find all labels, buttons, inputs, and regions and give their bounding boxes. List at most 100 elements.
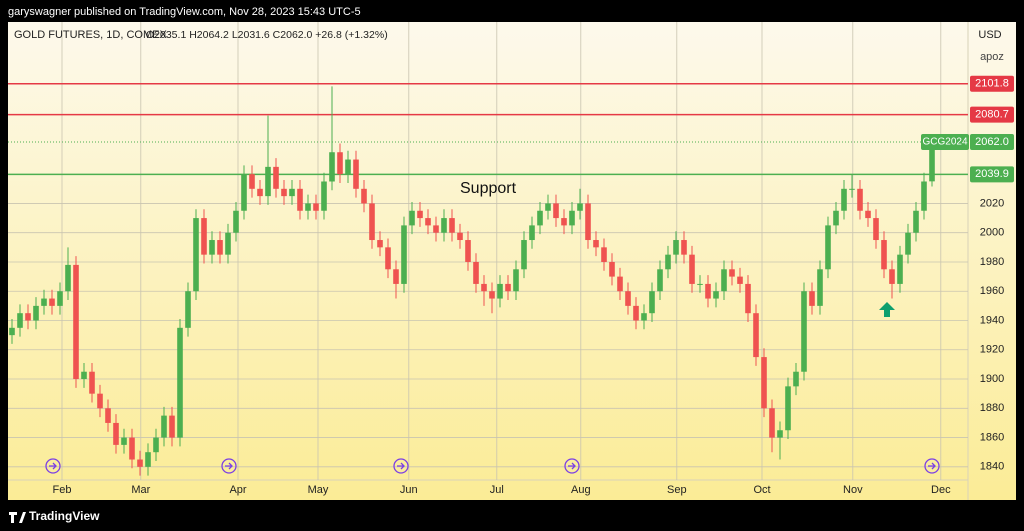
y-tick-label: 2000 xyxy=(980,227,1004,239)
candle-body xyxy=(921,181,927,211)
brand: TradingView xyxy=(29,509,100,523)
event-icons xyxy=(45,458,940,474)
candle-body xyxy=(41,298,47,306)
candle-body xyxy=(793,371,799,387)
level-label: 2080.7 xyxy=(975,109,1009,121)
candle-body xyxy=(329,152,335,182)
candle-body xyxy=(9,327,15,336)
candle-body xyxy=(241,174,247,211)
candle-body xyxy=(761,357,767,409)
candle-body xyxy=(217,240,223,255)
x-tick-label: May xyxy=(308,484,329,496)
level-badge xyxy=(970,106,1014,123)
y-tick-label: 1960 xyxy=(980,285,1004,297)
candle-body xyxy=(185,291,191,328)
candle-body xyxy=(705,283,711,299)
candle-body xyxy=(897,254,903,284)
candle-body xyxy=(841,188,847,211)
candle-body xyxy=(17,313,23,328)
candle-body xyxy=(649,291,655,314)
chart-background xyxy=(8,22,1016,500)
x-tick-label: Jul xyxy=(490,484,504,496)
candle-body xyxy=(233,210,239,233)
y-tick-label: 1940 xyxy=(980,314,1004,326)
y-tick-label: 1840 xyxy=(980,461,1004,473)
candle-body xyxy=(153,437,159,453)
last-price-label: 2062.0 xyxy=(975,136,1009,148)
y-tick-label: 2020 xyxy=(980,197,1004,209)
candle-body xyxy=(193,218,199,292)
level-badge xyxy=(970,75,1014,92)
candle-body xyxy=(553,203,559,219)
candle-body xyxy=(889,269,895,284)
candle-body xyxy=(65,264,71,292)
candle-body xyxy=(881,240,887,270)
candle-body xyxy=(633,305,639,321)
x-tick-label: Dec xyxy=(931,484,951,496)
candle-body xyxy=(697,283,703,285)
x-tick-label: Nov xyxy=(843,484,863,496)
symbol-badge xyxy=(921,133,969,150)
byline: garyswagner published on TradingView.com… xyxy=(8,6,361,18)
x-tick-label: Oct xyxy=(753,484,770,496)
candle-body xyxy=(801,291,807,372)
candle-body xyxy=(521,240,527,270)
candle-body xyxy=(769,408,775,438)
y-tick-label: 1920 xyxy=(980,344,1004,356)
candle-body xyxy=(561,218,567,226)
candle-body xyxy=(817,269,823,306)
candle-body xyxy=(113,422,119,445)
candle-body xyxy=(497,283,503,299)
candle-body xyxy=(905,232,911,255)
candle-body xyxy=(97,393,103,409)
candle-body xyxy=(321,181,327,211)
candle-body xyxy=(545,203,551,211)
candle-body xyxy=(281,188,287,197)
candle-body xyxy=(201,218,207,255)
candle-body xyxy=(737,276,743,284)
candle-body xyxy=(873,218,879,241)
candle-body xyxy=(601,247,607,262)
level-label: 2101.8 xyxy=(975,78,1009,90)
symbol-badge-label: GCG2024 xyxy=(922,137,967,148)
candle-body xyxy=(689,254,695,284)
candle-body xyxy=(209,240,215,255)
candle-body xyxy=(57,291,63,306)
candle-body xyxy=(49,298,55,306)
candle-body xyxy=(777,430,783,438)
candle-body xyxy=(857,188,863,211)
last-price-badge xyxy=(970,133,1014,150)
up-arrow-annotation xyxy=(879,302,895,317)
currency: USD xyxy=(978,29,1001,41)
ohlc-legend: O2035.1 H2064.2 L2031.6 C2062.0 +26.8 (+… xyxy=(146,29,388,41)
candle-body xyxy=(425,218,431,226)
candle-body xyxy=(225,232,231,255)
candle-body xyxy=(529,225,535,241)
candle-body xyxy=(257,188,263,197)
candle-body xyxy=(393,269,399,284)
candle-body xyxy=(105,408,111,423)
y-tick-label: 1980 xyxy=(980,256,1004,268)
candle-body xyxy=(665,254,671,270)
candle-body xyxy=(129,437,135,460)
candle-body xyxy=(865,210,871,219)
candle-body xyxy=(73,264,79,380)
support-annotation: Support xyxy=(460,180,517,197)
candle-body xyxy=(465,240,471,262)
candle-body xyxy=(289,188,295,197)
candle-body xyxy=(417,210,423,219)
candle-body xyxy=(33,305,39,321)
candle-body xyxy=(369,203,375,241)
symbol-title: GOLD FUTURES, 1D, COMEX xyxy=(14,29,167,41)
candle-body xyxy=(433,225,439,233)
candle-body xyxy=(713,291,719,299)
candle-body xyxy=(585,203,591,241)
candle-body xyxy=(337,152,343,175)
brand-logo xyxy=(9,512,26,523)
candle-body xyxy=(785,386,791,431)
candle-body xyxy=(25,313,31,321)
x-tick-label: Sep xyxy=(667,484,687,496)
candle-body xyxy=(345,159,351,175)
candle-body xyxy=(457,232,463,241)
candle-body xyxy=(169,415,175,438)
